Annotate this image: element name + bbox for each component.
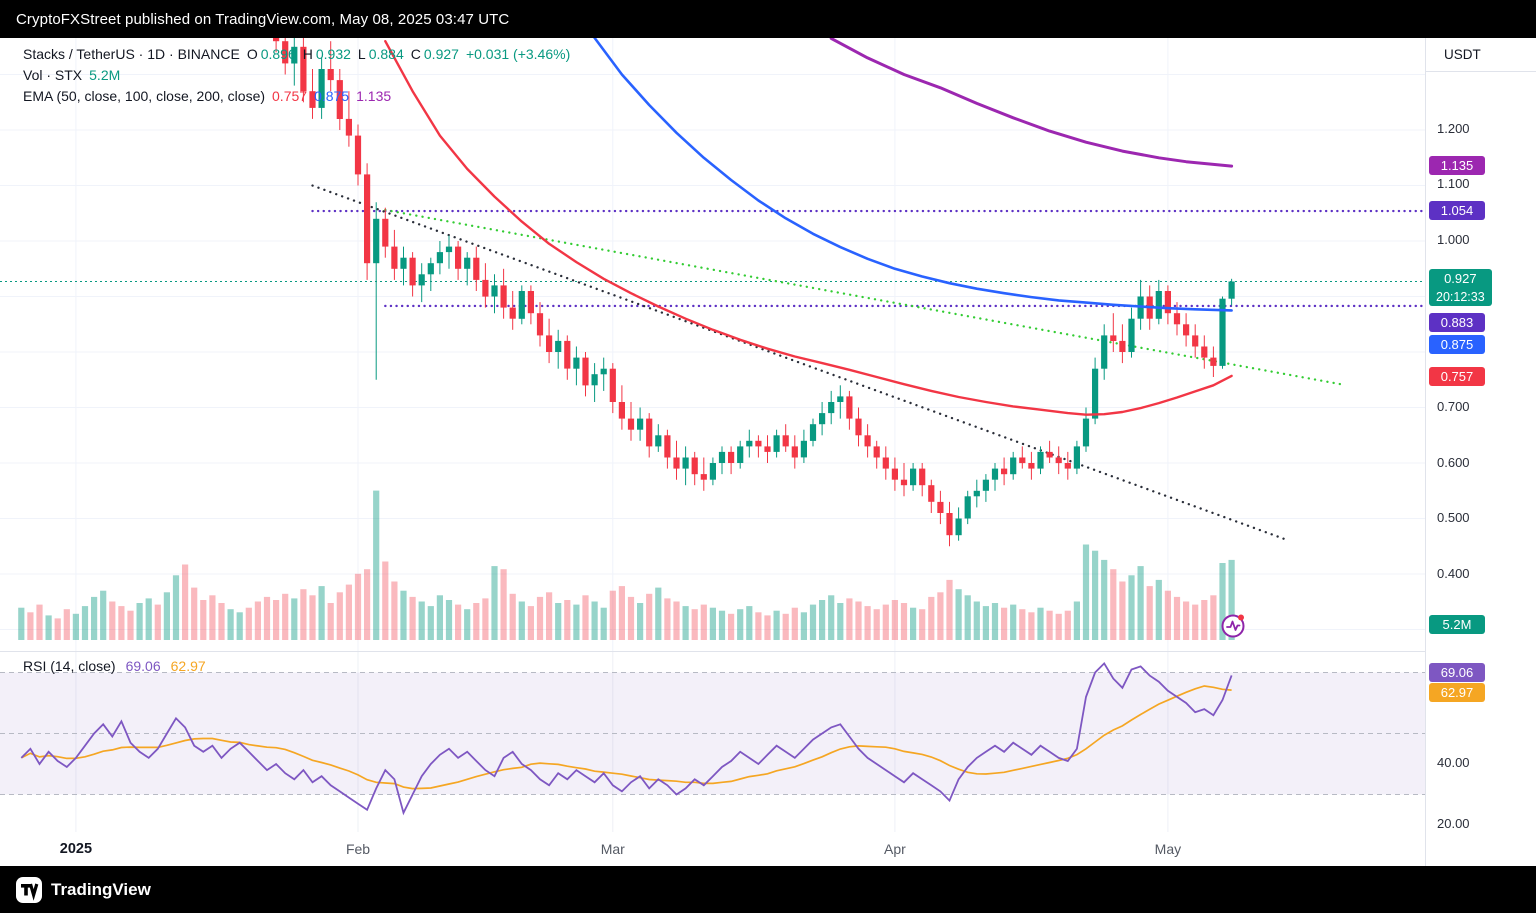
rsi-ma-value: 62.97 <box>170 658 206 674</box>
legend-row-symbol: Stacks / TetherUS · 1D · BINANCE O 0.896… <box>23 46 570 62</box>
time-scale[interactable] <box>0 832 1425 866</box>
tradingview-logo-icon[interactable] <box>16 876 42 903</box>
price-tick: 0.500 <box>1437 510 1470 525</box>
footer-bar: TradingView <box>0 866 1536 913</box>
price-pane-canvas[interactable] <box>0 38 1425 651</box>
rsi-indicator-label[interactable]: RSI (14, close) <box>23 658 116 674</box>
ema200-value: 1.135 <box>356 88 392 104</box>
rsi-pane-canvas[interactable] <box>0 651 1425 832</box>
price-tick: 1.000 <box>1437 232 1470 247</box>
high-value: 0.932 <box>315 46 351 62</box>
open-value: 0.896 <box>260 46 296 62</box>
tradingview-brand-text[interactable]: TradingView <box>51 879 151 899</box>
ema50-value: 0.757 <box>272 88 308 104</box>
high-label: H <box>302 46 313 62</box>
time-label: May <box>1154 841 1182 857</box>
price-level-badge: 1.135 <box>1429 156 1485 175</box>
time-label: Apr <box>883 841 906 857</box>
price-level-badge: 0.883 <box>1429 313 1485 332</box>
time-label: 2025 <box>59 841 93 857</box>
rsi-value: 69.06 <box>125 658 161 674</box>
current-price-badge: 0.927 20:12:33 <box>1429 269 1492 306</box>
price-tick: 1.100 <box>1437 176 1470 191</box>
price-level-badge: 1.054 <box>1429 201 1485 220</box>
change-value: +0.031 (+3.46%) <box>465 46 571 62</box>
price-scale-currency: USDT <box>1425 38 1536 72</box>
legend-row-volume: Vol · STX 5.2M <box>23 67 570 83</box>
time-label: Mar <box>600 841 625 857</box>
close-label: C <box>410 46 421 62</box>
price-level-badge: 5.2M <box>1429 615 1485 634</box>
price-tick: 0.700 <box>1437 399 1470 414</box>
open-label: O <box>246 46 258 62</box>
price-tick: 1.200 <box>1437 121 1470 136</box>
ema100-value: 0.875 <box>314 88 350 104</box>
price-scale[interactable] <box>1425 38 1536 866</box>
rsi-legend: RSI (14, close) 69.06 62.97 <box>23 658 206 674</box>
price-tick: 0.600 <box>1437 455 1470 470</box>
symbol-legend: Stacks / TetherUS · 1D · BINANCE O 0.896… <box>23 46 570 109</box>
pane-separator[interactable] <box>0 651 1536 652</box>
symbol-title[interactable]: Stacks / TetherUS · 1D · BINANCE <box>23 46 240 62</box>
currency-label: USDT <box>1444 47 1481 62</box>
price-tick: 0.400 <box>1437 566 1470 581</box>
attribution-text: CryptoFXStreet published on TradingView.… <box>16 10 510 28</box>
rsi-tick: 40.00 <box>1437 755 1470 770</box>
low-label: L <box>357 46 366 62</box>
legend-row-ema: EMA (50, close, 100, close, 200, close) … <box>23 88 570 104</box>
rsi-level-badge: 69.06 <box>1429 663 1485 682</box>
rsi-level-badge: 62.97 <box>1429 683 1485 702</box>
time-label: Feb <box>345 841 371 857</box>
price-level-badge: 0.757 <box>1429 367 1485 386</box>
ema-indicator-label[interactable]: EMA (50, close, 100, close, 200, close) <box>23 88 266 104</box>
rsi-tick: 20.00 <box>1437 816 1470 831</box>
attribution-banner: CryptoFXStreet published on TradingView.… <box>0 0 1536 38</box>
symbol-event-marker-icon[interactable] <box>1219 611 1247 639</box>
volume-indicator-label[interactable]: Vol · STX <box>23 67 83 83</box>
close-value: 0.927 <box>423 46 459 62</box>
price-level-badge: 0.875 <box>1429 335 1485 354</box>
low-value: 0.884 <box>368 46 404 62</box>
volume-value: 5.2M <box>89 67 121 83</box>
